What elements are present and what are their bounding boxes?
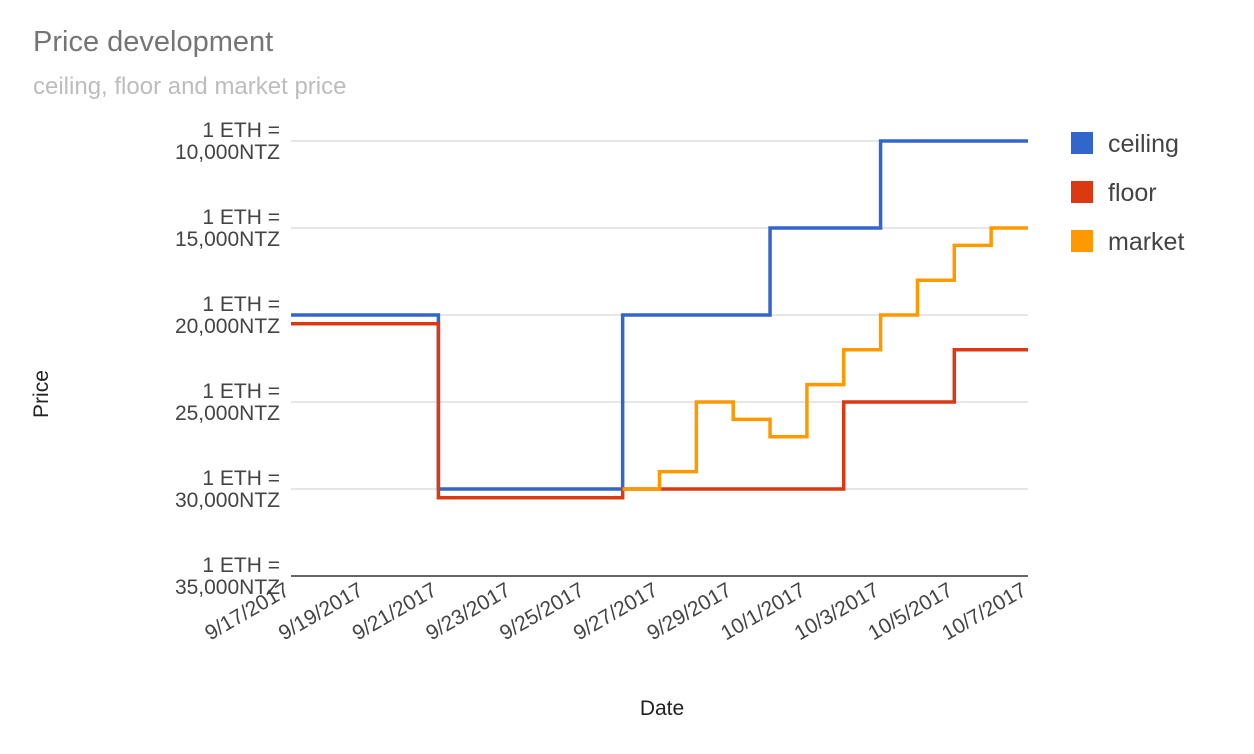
legend-swatch-ceiling [1071,132,1093,154]
chart-title: Price development [33,26,274,58]
y-tick-label: 1 ETH = 30,000NTZ [175,467,280,512]
x-axis-ticks: 9/17/20179/19/20179/21/20179/23/20179/25… [201,578,1030,645]
legend: ceiling floor market [1071,130,1184,256]
y-tick-label: 1 ETH = 15,000NTZ [175,206,280,251]
y-axis-ticks: 1 ETH = 10,000NTZ 1 ETH = 15,000NTZ 1 ETH = 2… [175,119,280,599]
y-tick-label: 1 ETH = 25,000NTZ [175,380,280,425]
gridlines [291,140,1028,577]
series-line-market [622,226,1028,491]
series-line-floor [291,321,1028,500]
y-tick-label: 1 ETH = 35,000NTZ [175,554,280,599]
y-axis-title: Price [30,370,53,418]
x-axis-title: Date [640,697,684,720]
legend-label-ceiling: ceiling [1108,130,1179,158]
y-tick-label: 1 ETH = 20,000NTZ [175,293,280,338]
legend-swatch-floor [1071,181,1093,203]
chart-subtitle: ceiling, floor and market price [33,73,347,100]
x-tick-label: 10/7/2017 [938,578,1030,645]
y-tick-label: 1 ETH = 10,000NTZ [175,119,280,164]
legend-swatch-market [1071,230,1093,252]
series-lines [291,139,1028,500]
legend-label-floor: floor [1108,179,1157,207]
legend-label-market: market [1108,228,1184,256]
